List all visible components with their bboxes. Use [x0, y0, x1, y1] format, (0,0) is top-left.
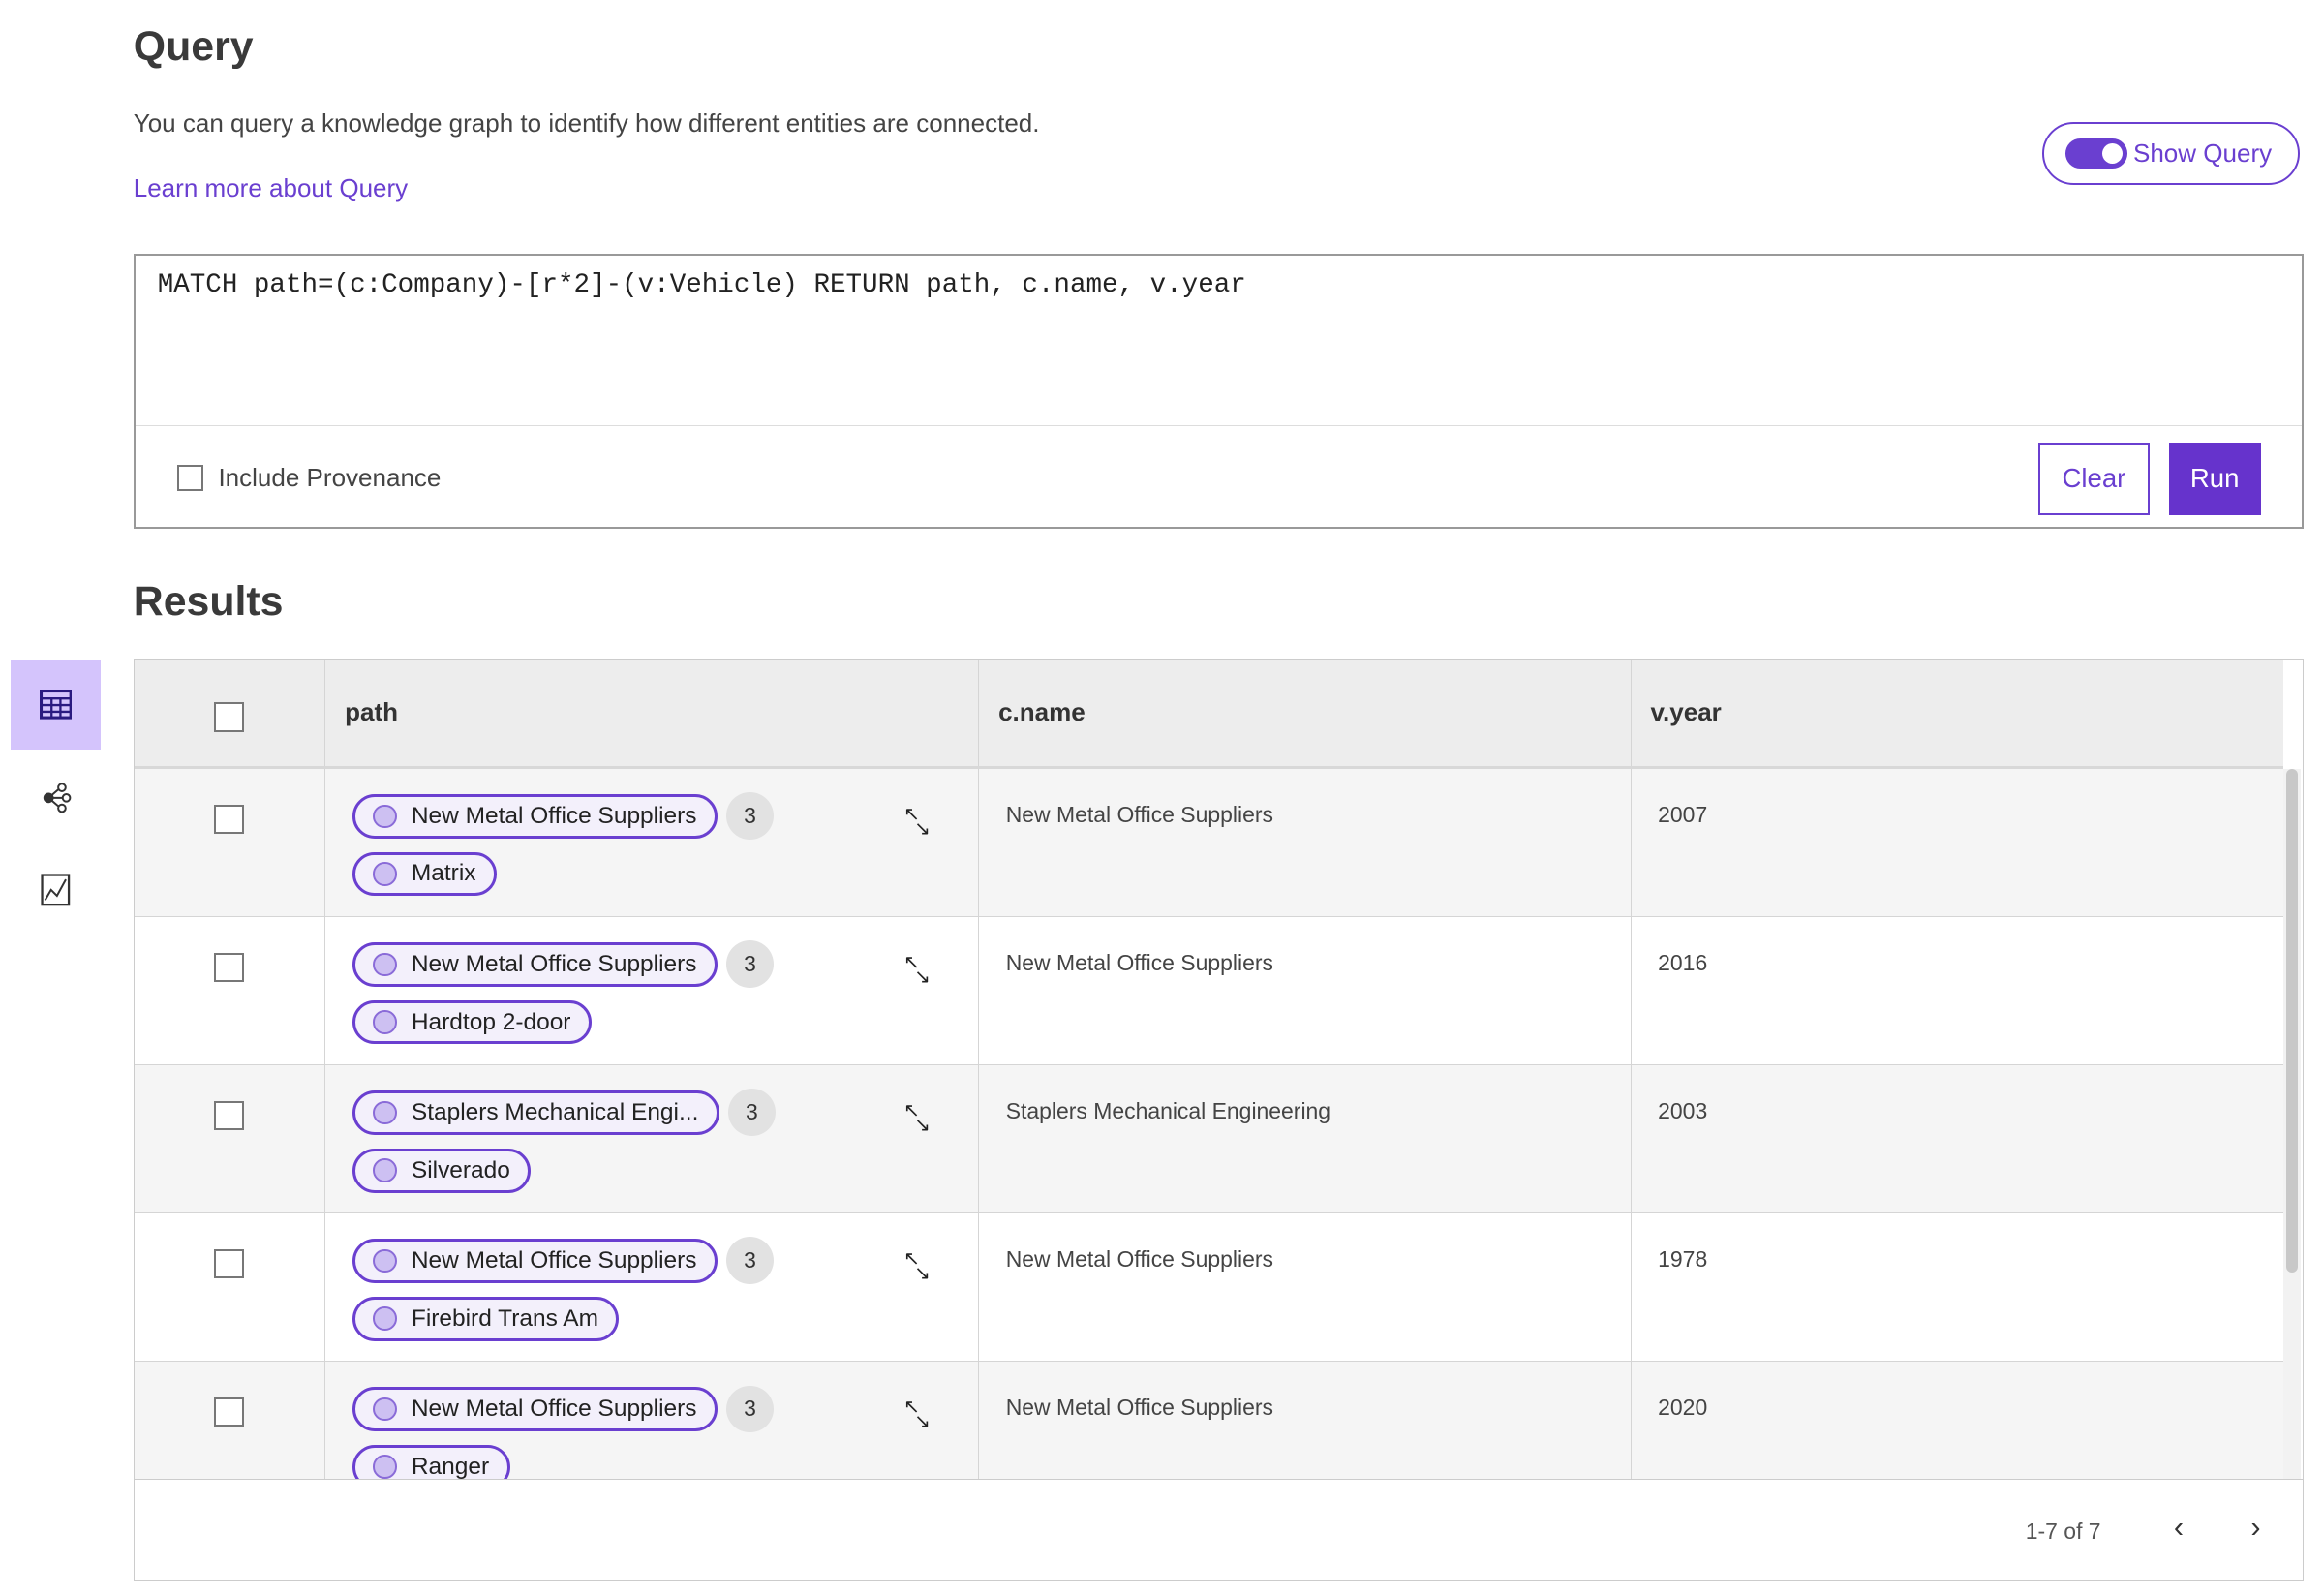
vehicle-year-cell: 2016	[1658, 949, 1708, 975]
prev-page-button[interactable]: ‹	[2165, 1510, 2193, 1547]
path-cell: New Metal Office Suppliers 3 Ranger ↖ ↘	[325, 1362, 980, 1481]
row-checkbox[interactable]	[214, 952, 244, 983]
sidebar-item-chart[interactable]	[11, 844, 101, 935]
path-cell: New Metal Office Suppliers 3 Matrix ↖ ↘	[325, 768, 980, 916]
graph-icon	[43, 783, 71, 813]
path-cell: New Metal Office Suppliers 3 Hardtop 2-d…	[325, 916, 980, 1064]
row-checkbox[interactable]	[214, 804, 244, 835]
node-icon	[373, 804, 397, 829]
hop-count-badge: 3	[726, 1385, 775, 1433]
page-title: Query	[133, 23, 254, 71]
target-node-chip[interactable]: Matrix	[352, 851, 497, 897]
node-icon	[373, 862, 397, 886]
include-provenance-label: Include Provenance	[218, 463, 442, 492]
source-node-chip[interactable]: New Metal Office Suppliers	[352, 1387, 718, 1431]
source-node-label: New Metal Office Suppliers	[411, 950, 697, 977]
toggle-switch[interactable]	[2064, 138, 2127, 169]
target-node-chip[interactable]: Ranger	[352, 1444, 510, 1481]
target-node-label: Firebird Trans Am	[411, 1304, 598, 1332]
sidebar-item-graph[interactable]	[11, 753, 101, 844]
vehicle-year-cell: 2020	[1658, 1394, 1708, 1420]
sidebar-item-table[interactable]	[10, 660, 102, 751]
path-cell: Staplers Mechanical Engi... 3 Silverado …	[325, 1064, 980, 1212]
vehicle-year-cell: 1978	[1658, 1245, 1708, 1272]
row-checkbox[interactable]	[214, 1100, 244, 1131]
node-icon	[373, 1455, 397, 1479]
company-name-cell: New Metal Office Suppliers	[979, 916, 1632, 1064]
target-node-chip[interactable]: Hardtop 2-door	[352, 999, 592, 1045]
source-node-chip[interactable]: New Metal Office Suppliers	[352, 1238, 718, 1283]
source-node-label: New Metal Office Suppliers	[411, 802, 697, 829]
table-row: New Metal Office Suppliers 3 Ranger ↖ ↘ …	[134, 1362, 2284, 1481]
table-row: New Metal Office Suppliers 3 Matrix ↖ ↘ …	[134, 768, 2284, 917]
node-icon	[373, 1306, 397, 1331]
node-icon	[373, 1100, 397, 1125]
column-header-path[interactable]: path	[325, 659, 980, 766]
target-node-chip[interactable]: Firebird Trans Am	[352, 1296, 620, 1341]
table-header: path c.name v.year	[134, 659, 2284, 769]
show-query-toggle[interactable]: Show Query	[2042, 121, 2301, 186]
include-provenance-checkbox[interactable]	[176, 464, 204, 492]
node-icon	[373, 952, 397, 977]
target-node-label: Silverado	[411, 1156, 510, 1183]
company-name-cell: New Metal Office Suppliers	[979, 768, 1632, 916]
learn-more-link[interactable]: Learn more about Query	[133, 173, 409, 203]
scrollbar-thumb[interactable]	[2286, 768, 2299, 1274]
table-body: New Metal Office Suppliers 3 Matrix ↖ ↘ …	[134, 768, 2284, 1481]
source-node-chip[interactable]: New Metal Office Suppliers	[352, 941, 718, 987]
table-row: New Metal Office Suppliers 3 Hardtop 2-d…	[134, 916, 2284, 1065]
results-title: Results	[133, 577, 284, 625]
node-icon	[373, 1396, 397, 1422]
hop-count-badge: 3	[726, 1237, 775, 1285]
node-icon	[373, 1158, 397, 1182]
expand-icon[interactable]: ↖ ↘	[903, 803, 931, 840]
chart-icon	[41, 874, 71, 906]
target-node-chip[interactable]: Silverado	[352, 1148, 532, 1193]
company-name-cell: New Metal Office Suppliers	[979, 1212, 1632, 1362]
node-icon	[373, 1010, 397, 1034]
pagination-info: 1-7 of 7	[2025, 1518, 2101, 1544]
node-icon	[373, 1248, 397, 1274]
expand-icon[interactable]: ↖ ↘	[903, 1099, 931, 1137]
expand-icon[interactable]: ↖ ↘	[903, 1396, 931, 1433]
expand-icon[interactable]: ↖ ↘	[903, 1247, 931, 1285]
target-node-label: Matrix	[411, 860, 476, 887]
table-row: Staplers Mechanical Engi... 3 Silverado …	[134, 1064, 2284, 1213]
source-node-label: New Metal Office Suppliers	[411, 1395, 697, 1422]
show-query-label: Show Query	[2132, 138, 2273, 168]
table-icon	[39, 690, 73, 721]
next-page-button[interactable]: ›	[2242, 1510, 2270, 1547]
vehicle-year-cell: 2007	[1658, 801, 1708, 827]
column-header-v-year[interactable]: v.year	[1650, 697, 1722, 727]
scrollbar[interactable]	[2283, 768, 2302, 1481]
hop-count-badge: 3	[726, 940, 775, 989]
table-row: New Metal Office Suppliers 3 Firebird Tr…	[134, 1212, 2284, 1363]
vehicle-year-cell: 2003	[1658, 1097, 1708, 1123]
row-checkbox[interactable]	[214, 1248, 244, 1279]
results-table: path c.name v.year New Metal Office Supp…	[133, 658, 2304, 1581]
table-footer: 1-7 of 7 ‹ ›	[134, 1478, 2303, 1580]
target-node-label: Hardtop 2-door	[411, 1008, 571, 1035]
query-input[interactable]	[135, 255, 2302, 426]
expand-icon[interactable]: ↖ ↘	[903, 951, 931, 988]
hop-count-badge: 3	[726, 792, 775, 841]
hop-count-badge: 3	[727, 1089, 776, 1137]
row-checkbox[interactable]	[214, 1396, 244, 1427]
run-button[interactable]: Run	[2168, 442, 2261, 515]
path-cell: New Metal Office Suppliers 3 Firebird Tr…	[325, 1212, 980, 1362]
column-header-c-name[interactable]: c.name	[979, 659, 1632, 766]
source-node-label: New Metal Office Suppliers	[411, 1246, 697, 1274]
source-node-label: Staplers Mechanical Engi...	[411, 1098, 699, 1125]
company-name-cell: New Metal Office Suppliers	[979, 1362, 1632, 1481]
select-all-checkbox[interactable]	[214, 701, 244, 732]
company-name-cell: Staplers Mechanical Engineering	[979, 1064, 1632, 1212]
target-node-label: Ranger	[411, 1453, 490, 1480]
clear-button[interactable]: Clear	[2038, 442, 2150, 515]
source-node-chip[interactable]: Staplers Mechanical Engi...	[352, 1090, 719, 1135]
source-node-chip[interactable]: New Metal Office Suppliers	[352, 793, 718, 839]
query-editor: Include Provenance Clear Run	[133, 253, 2304, 530]
include-provenance[interactable]: Include Provenance	[176, 463, 442, 493]
page-description: You can query a knowledge graph to ident…	[133, 107, 1040, 138]
